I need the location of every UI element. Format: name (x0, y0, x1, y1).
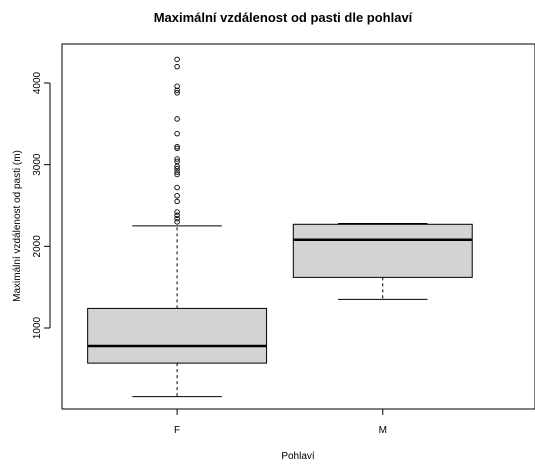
x-tick-label-F: F (174, 425, 180, 436)
y-tick-label-3000: 3000 (32, 153, 43, 176)
x-axis-label: Pohlaví (281, 451, 315, 462)
y-axis: 1000 2000 3000 4000 (32, 71, 51, 339)
y-tick-label-2000: 2000 (32, 235, 43, 258)
chart-title: Maximální vzdálenost od pasti dle pohlav… (154, 10, 413, 25)
outlier-point-F-17 (174, 90, 180, 96)
outlier-point-F-16 (174, 116, 180, 122)
outlier-point-F-18 (174, 87, 180, 94)
outlier-point-F-6 (174, 184, 180, 191)
outlier-point-F-9 (174, 166, 180, 172)
x-tick-label-M: M (379, 425, 387, 436)
y-tick-label-4000: 4000 (32, 71, 43, 94)
outlier-point-F-14 (174, 143, 180, 150)
outlier-point-F-4 (174, 198, 180, 205)
outlier-point-F-7 (174, 171, 180, 178)
iqr-box-M (292, 223, 473, 278)
outlier-point-F-1 (174, 215, 180, 222)
outlier-point-F-12 (174, 156, 180, 162)
iqr-box-F (87, 307, 268, 364)
outlier-point-F-20 (174, 63, 180, 70)
outlier-point-F-13 (174, 145, 180, 152)
outlier-point-F-2 (174, 212, 180, 219)
y-tick-label-1000: 1000 (32, 316, 43, 339)
box-M (292, 222, 473, 300)
y-axis-label: Maximální vzdálenost od pasti (m) (12, 150, 23, 302)
outlier-point-F-8 (174, 169, 180, 175)
outlier-point-F-3 (174, 209, 180, 215)
outlier-point-F-5 (174, 192, 180, 199)
boxes (87, 56, 473, 398)
outlier-point-F-15 (174, 130, 180, 137)
outlier-point-F-21 (174, 56, 180, 63)
outlier-point-F-11 (174, 158, 180, 165)
outlier-point-F-19 (174, 83, 180, 90)
outlier-point-F-0 (174, 219, 180, 225)
box-F (87, 56, 268, 398)
